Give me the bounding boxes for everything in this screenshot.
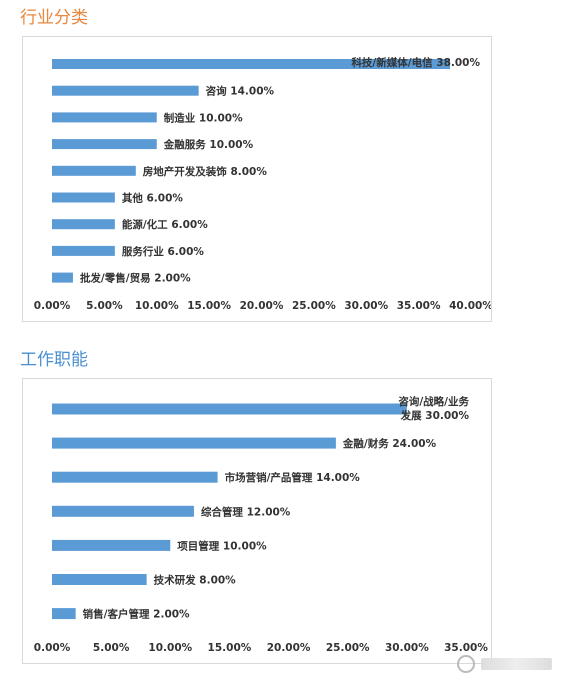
x-tick-label: 20.00% bbox=[267, 642, 311, 654]
data-label-1: 科技/新媒体/电信 38.00% bbox=[351, 56, 480, 69]
data-label-6: 技术研发 8.00% bbox=[154, 574, 237, 587]
x-tick-label: 15.00% bbox=[187, 300, 231, 312]
job-function-chart-svg: 咨询/战略/业务发展 30.00% 金融/财务 24.00% 市场营销/产品管理 1… bbox=[34, 395, 489, 654]
data-label-7: 能源/化工 6.00% bbox=[122, 218, 208, 231]
data-label-3: 制造业 10.00% bbox=[164, 111, 243, 124]
bar-1 bbox=[52, 403, 407, 415]
x-tick-label: 10.00% bbox=[135, 300, 179, 312]
x-tick-label: 5.00% bbox=[86, 300, 123, 312]
blurred-account-name bbox=[481, 658, 552, 670]
bar-1 bbox=[52, 59, 451, 69]
wechat-icon bbox=[457, 655, 475, 673]
data-label-7: 销售/客户管理 2.00% bbox=[83, 608, 190, 621]
industry-chart-svg: 科技/新媒体/电信 38.00% 咨询 14.00% 制造业 10.00% 金融服务 … bbox=[34, 56, 491, 312]
x-tick-label: 25.00% bbox=[292, 300, 336, 312]
bar-5 bbox=[52, 539, 171, 551]
x-tick-label: 30.00% bbox=[385, 642, 429, 654]
industry-chart: 科技/新媒体/电信 38.00% 咨询 14.00% 制造业 10.00% 金融服务 … bbox=[22, 36, 492, 322]
bar-7 bbox=[52, 608, 76, 620]
data-label-8: 服务行业 6.00% bbox=[122, 245, 205, 258]
bar-4 bbox=[52, 505, 194, 517]
x-tick-label: 30.00% bbox=[344, 300, 388, 312]
job-function-chart: 咨询/战略/业务发展 30.00% 金融/财务 24.00% 市场营销/产品管理 1… bbox=[22, 378, 492, 664]
x-tick-label: 5.00% bbox=[93, 642, 130, 654]
x-tick-label: 15.00% bbox=[208, 642, 252, 654]
data-label-2: 金融/财务 24.00% bbox=[342, 437, 437, 450]
x-tick-label: 40.00% bbox=[449, 300, 491, 312]
section-title-industry: 行业分类 bbox=[20, 8, 88, 28]
watermark bbox=[457, 653, 552, 675]
bar-6 bbox=[52, 574, 147, 585]
bar-8 bbox=[52, 245, 115, 256]
data-label-3: 市场营销/产品管理 14.00% bbox=[225, 471, 361, 484]
bar-3 bbox=[52, 471, 218, 483]
bar-2 bbox=[52, 85, 199, 96]
x-tick-label: 35.00% bbox=[397, 300, 441, 312]
data-label-6: 其他 6.00% bbox=[122, 192, 184, 205]
x-tick-label: 0.00% bbox=[34, 642, 71, 654]
bar-3 bbox=[52, 112, 157, 123]
data-label-1: 咨询/战略/业务发展 30.00% bbox=[398, 395, 469, 422]
data-label-2: 咨询 14.00% bbox=[206, 85, 275, 98]
data-label-9: 批发/零售/贸易 2.00% bbox=[80, 272, 191, 285]
bar-9 bbox=[52, 272, 73, 283]
x-tick-label: 35.00% bbox=[444, 642, 488, 654]
x-tick-label: 10.00% bbox=[148, 642, 192, 654]
data-label-5: 项目管理 10.00% bbox=[177, 539, 267, 552]
data-label-4: 综合管理 12.00% bbox=[201, 505, 291, 518]
data-label-4: 金融服务 10.00% bbox=[163, 138, 254, 151]
bar-6 bbox=[52, 192, 115, 203]
data-label-5: 房地产开发及装饰 8.00% bbox=[143, 165, 268, 178]
x-tick-label: 25.00% bbox=[326, 642, 370, 654]
bar-4 bbox=[52, 139, 157, 150]
x-tick-label: 0.00% bbox=[34, 300, 71, 312]
bar-5 bbox=[52, 165, 136, 176]
x-tick-label: 20.00% bbox=[240, 300, 284, 312]
bar-7 bbox=[52, 219, 115, 230]
section-title-job-function: 工作职能 bbox=[20, 350, 88, 370]
bar-2 bbox=[52, 437, 336, 449]
